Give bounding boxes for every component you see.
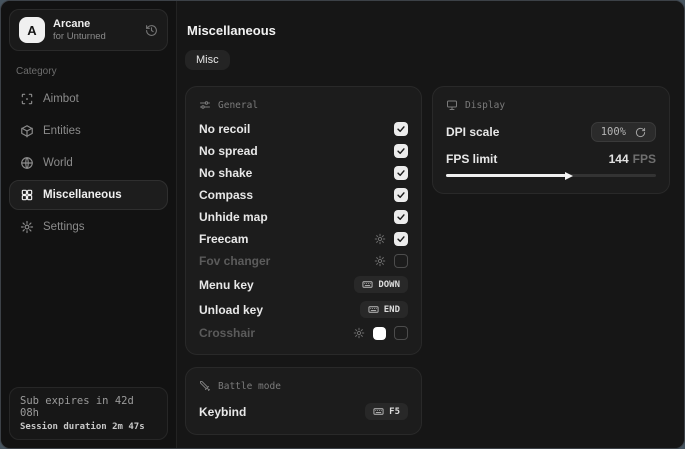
panel-header-label: Display [465, 99, 506, 111]
battle-mode-panel-header: Battle mode [199, 380, 409, 392]
fps-limit-slider-thumb[interactable] [564, 171, 573, 180]
right-column: Display DPI scale 100% [432, 86, 670, 194]
setting-row-no-spread: No spread [198, 140, 409, 162]
setting-label: FPS limit [446, 151, 498, 166]
setting-row-crosshair: Crosshair [198, 322, 409, 344]
sidebar: A Arcane for Unturned Category Aimbot [1, 1, 177, 448]
setting-label: Keybind [199, 404, 247, 419]
sidebar-item-label: Settings [43, 221, 85, 233]
sidebar-item-label: Aimbot [43, 93, 79, 105]
battle-mode-keybind-button[interactable]: F5 [365, 403, 408, 420]
sword-icon [199, 380, 211, 392]
gear-icon [20, 220, 34, 234]
sub-expires-text: Sub expires in 42d 08h [20, 395, 134, 419]
setting-label: No shake [199, 166, 253, 180]
tab-bar: Misc [185, 50, 670, 70]
crosshair-checkbox[interactable] [394, 326, 408, 340]
globe-icon [20, 156, 34, 170]
brand-logo: A [19, 17, 45, 43]
fps-limit-unit: FPS [632, 151, 656, 166]
setting-row-unload-key: Unload key END [198, 297, 409, 322]
crosshair-icon [20, 92, 34, 106]
sidebar-item-aimbot[interactable]: Aimbot [9, 84, 168, 114]
fps-limit-number: 144 [608, 151, 629, 166]
setting-row-compass: Compass [198, 184, 409, 206]
setting-label: Crosshair [199, 326, 256, 340]
sidebar-item-entities[interactable]: Entities [9, 116, 168, 146]
display-panel-header: Display [446, 99, 657, 111]
battle-mode-panel: Battle mode Keybind F5 [185, 367, 422, 435]
panel-header-label: Battle mode [218, 380, 281, 392]
reset-icon[interactable] [635, 127, 646, 138]
display-panel: Display DPI scale 100% [432, 86, 670, 194]
brand-name: Arcane [53, 18, 91, 30]
setting-row-menu-key: Menu key DOWN [198, 272, 409, 297]
unhide-map-checkbox[interactable] [394, 210, 408, 224]
setting-row-no-shake: No shake [198, 162, 409, 184]
crosshair-color-swatch[interactable] [373, 326, 386, 340]
setting-row-fov-changer: Fov changer [198, 250, 409, 272]
main-content: Miscellaneous Misc General [177, 1, 684, 448]
fov-changer-checkbox[interactable] [394, 254, 408, 268]
setting-label: No recoil [199, 122, 251, 136]
brand-subtitle: for Unturned [53, 31, 106, 42]
no-shake-checkbox[interactable] [394, 166, 408, 180]
sidebar-item-label: World [43, 157, 73, 169]
page-title: Miscellaneous [187, 23, 276, 38]
history-refresh-icon[interactable] [145, 24, 158, 37]
dpi-scale-select[interactable]: 100% [590, 122, 656, 142]
panels-area: General No recoil No spread [185, 86, 670, 435]
keybind-value: F5 [389, 406, 400, 417]
menu-key-keybind-button[interactable]: DOWN [354, 276, 408, 293]
setting-row-fps-limit: FPS limit 144 FPS [445, 146, 657, 167]
sliders-icon [199, 99, 211, 111]
sidebar-item-miscellaneous[interactable]: Miscellaneous [9, 180, 168, 210]
no-spread-checkbox[interactable] [394, 144, 408, 158]
brand-card: A Arcane for Unturned [9, 9, 168, 51]
sidebar-item-label: Entities [43, 125, 81, 137]
fps-limit-slider-fill [446, 171, 573, 180]
freecam-settings-gear-icon[interactable] [374, 233, 386, 245]
setting-row-unhide-map: Unhide map [198, 206, 409, 228]
freecam-checkbox[interactable] [394, 232, 408, 246]
grid-icon [20, 188, 34, 202]
setting-label: DPI scale [446, 125, 500, 139]
dpi-scale-value: 100% [600, 126, 626, 138]
keybind-value: DOWN [378, 279, 400, 290]
setting-row-battle-keybind: Keybind F5 [198, 399, 409, 424]
setting-label: No spread [199, 144, 258, 158]
session-duration-text: Session duration 2m 47s [20, 422, 145, 432]
tab-misc[interactable]: Misc [185, 50, 230, 70]
setting-label: Fov changer [199, 254, 271, 268]
setting-label: Unhide map [199, 210, 268, 224]
monitor-icon [446, 99, 458, 111]
category-label: Category [16, 66, 57, 77]
setting-label: Compass [199, 188, 254, 202]
sidebar-item-label: Miscellaneous [43, 189, 122, 201]
fov-changer-settings-gear-icon[interactable] [374, 255, 386, 267]
keybind-value: END [383, 304, 400, 315]
brand-text: Arcane for Unturned [53, 18, 106, 42]
panel-header-label: General [218, 99, 259, 111]
unload-key-keybind-button[interactable]: END [359, 301, 408, 318]
crosshair-settings-gear-icon[interactable] [353, 327, 365, 339]
setting-label: Menu key [199, 277, 254, 292]
general-panel-header: General [199, 99, 409, 111]
compass-checkbox[interactable] [394, 188, 408, 202]
fps-limit-value: 144 FPS [609, 152, 656, 166]
setting-label: Freecam [199, 232, 249, 246]
general-panel: General No recoil No spread [185, 86, 422, 355]
sidebar-item-world[interactable]: World [9, 148, 168, 178]
sidebar-item-settings[interactable]: Settings [9, 212, 168, 242]
setting-label: Unload key [199, 302, 264, 317]
setting-row-no-recoil: No recoil [198, 118, 409, 140]
setting-row-freecam: Freecam [198, 228, 409, 250]
cube-icon [20, 124, 34, 138]
subscription-info-card: Sub expires in 42d 08h Session duration … [9, 387, 168, 440]
left-column: General No recoil No spread [185, 86, 422, 435]
no-recoil-checkbox[interactable] [394, 122, 408, 136]
fps-limit-slider[interactable] [446, 171, 656, 180]
setting-row-dpi-scale: DPI scale 100% [445, 118, 657, 146]
